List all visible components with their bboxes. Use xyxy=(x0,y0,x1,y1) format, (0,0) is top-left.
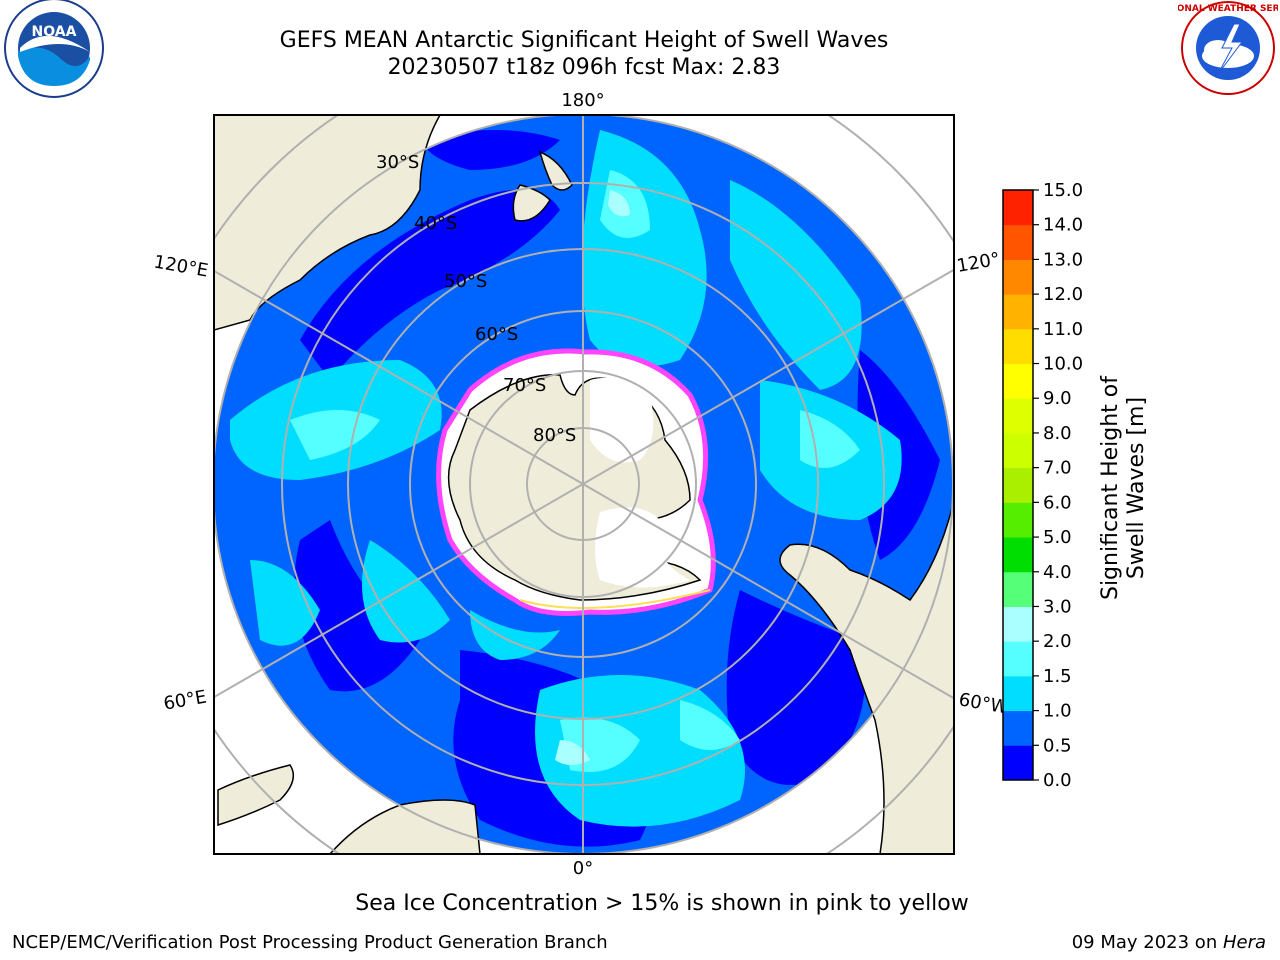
colorbar-segment xyxy=(1003,224,1033,260)
colorbar-tick-label: 0.5 xyxy=(1043,735,1072,756)
colorbar-segment xyxy=(1003,467,1033,503)
colorbar-tick-label: 0.0 xyxy=(1043,770,1072,791)
lon-label-180: 180° xyxy=(561,90,604,111)
footer-credit: NCEP/EMC/Verification Post Processing Pr… xyxy=(12,932,608,953)
footer-date-text: 09 May 2023 on xyxy=(1071,932,1223,953)
new-zealand xyxy=(538,150,573,191)
colorbar-label: Significant Height of Swell Waves [m] xyxy=(1098,375,1149,601)
footer-date: 09 May 2023 on Hera xyxy=(1072,932,1266,953)
colorbar-segment xyxy=(1003,190,1033,226)
nws-logo: NATIONAL WEATHER SERVICE xyxy=(1178,1,1278,95)
south-america xyxy=(779,499,954,854)
chart-title: GEFS MEAN Antarctic Significant Height o… xyxy=(279,28,889,53)
colorbar-tick-label: 13.0 xyxy=(1043,249,1083,270)
lon-label-120e: 120°E xyxy=(152,251,210,281)
colorbar-segment xyxy=(1003,675,1033,712)
colorbar: 0.0 0.5 1.0 1.5 2.0 3.0 4.0 5.0 6.0 7.0 8.0 9.0 10.0… xyxy=(1002,180,1083,791)
lat-label: 60°S xyxy=(475,324,518,345)
lat-label: 40°S xyxy=(414,213,457,234)
chart-subtitle: 20230507 t18z 096h fcst Max: 2.83 xyxy=(387,55,781,80)
colorbar-segment xyxy=(1003,294,1033,330)
colorbar-tick-label: 5.0 xyxy=(1043,527,1072,548)
colorbar-segment xyxy=(1003,502,1033,538)
madagascar xyxy=(217,764,295,827)
colorbar-tick-label: 10.0 xyxy=(1043,354,1083,375)
lon-label-0: 0° xyxy=(573,858,593,879)
lat-label: 70°S xyxy=(503,375,546,396)
noaa-logo: NOAA xyxy=(4,0,104,98)
lat-label: 80°S xyxy=(533,425,576,446)
colorbar-segment xyxy=(1003,432,1033,469)
colorbar-segment xyxy=(1003,745,1033,781)
colorbar-segment xyxy=(1003,537,1033,573)
colorbar-tick-label: 2.0 xyxy=(1043,631,1072,652)
noaa-logo-text: NOAA xyxy=(32,24,77,40)
colorbar-tick-label: 3.0 xyxy=(1043,596,1072,617)
lat-label: 50°S xyxy=(444,271,487,292)
lat-label: 30°S xyxy=(376,152,419,173)
lon-label-60e: 60°E xyxy=(162,686,208,714)
colorbar-segment xyxy=(1003,259,1033,295)
colorbar-tick-label: 7.0 xyxy=(1043,458,1072,479)
footer-host: Hera xyxy=(1222,932,1266,953)
colorbar-tick-label: 4.0 xyxy=(1043,562,1072,583)
colorbar-tick-label: 9.0 xyxy=(1043,388,1072,409)
map-frame xyxy=(213,114,955,855)
sea-ice-note: Sea Ice Concentration > 15% is shown in … xyxy=(355,891,969,916)
colorbar-segment xyxy=(1003,641,1033,677)
colorbar-tick-label: 8.0 xyxy=(1043,423,1072,444)
colorbar-tick-label: 14.0 xyxy=(1043,215,1083,236)
colorbar-tick-label: 12.0 xyxy=(1043,284,1083,305)
colorbar-segment xyxy=(1003,328,1033,365)
colorbar-segment xyxy=(1003,398,1033,434)
colorbar-tick-label: 6.0 xyxy=(1043,492,1072,513)
colorbar-segment xyxy=(1003,363,1033,399)
colorbar-tick-label: 1.0 xyxy=(1043,701,1072,722)
colorbar-segment xyxy=(1003,571,1033,607)
colorbar-tick-label: 1.5 xyxy=(1043,666,1072,687)
colorbar-tick-label: 11.0 xyxy=(1043,319,1083,340)
colorbar-segment xyxy=(1003,606,1033,642)
nws-logo-text: NATIONAL WEATHER SERVICE xyxy=(1178,4,1278,14)
colorbar-tick-label: 15.0 xyxy=(1043,180,1083,201)
colorbar-segment xyxy=(1003,710,1033,746)
